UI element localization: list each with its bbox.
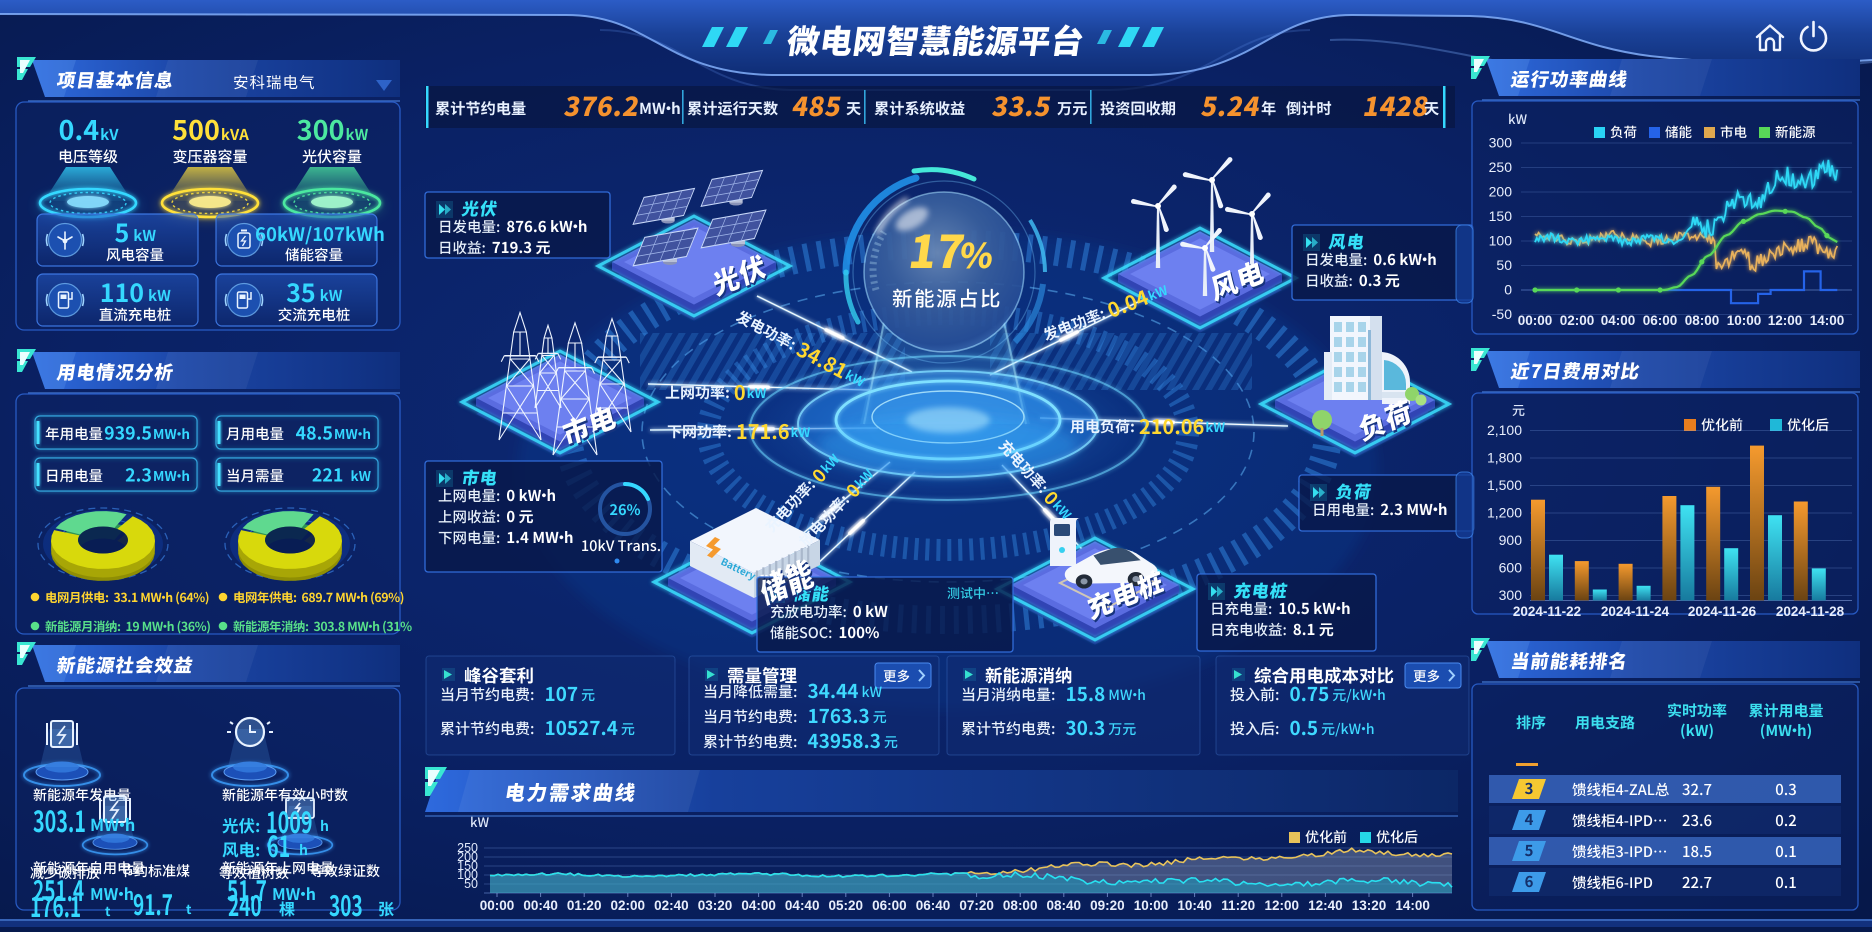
svg-text:06:00: 06:00: [1643, 313, 1678, 328]
svg-text:06:40: 06:40: [916, 898, 951, 913]
svg-text:12:00: 12:00: [1768, 313, 1803, 328]
svg-text:04:00: 04:00: [741, 898, 776, 913]
svg-text:2024-11-28: 2024-11-28: [1776, 604, 1845, 619]
svg-text:100: 100: [1489, 233, 1513, 249]
svg-text:250: 250: [457, 841, 478, 855]
svg-text:00:00: 00:00: [480, 898, 515, 913]
svg-text:14:00: 14:00: [1810, 313, 1845, 328]
svg-text:07:20: 07:20: [959, 898, 994, 913]
svg-text:600: 600: [1499, 560, 1523, 576]
svg-text:150: 150: [457, 859, 478, 873]
svg-text:08:40: 08:40: [1047, 898, 1082, 913]
svg-text:04:40: 04:40: [785, 898, 820, 913]
svg-text:03:20: 03:20: [698, 898, 733, 913]
svg-text:08:00: 08:00: [1685, 313, 1720, 328]
svg-text:2024-11-24: 2024-11-24: [1601, 604, 1670, 619]
svg-text:11:20: 11:20: [1221, 898, 1255, 913]
svg-text:300: 300: [1499, 587, 1523, 603]
svg-text:50: 50: [1496, 257, 1512, 273]
svg-text:14:00: 14:00: [1395, 898, 1430, 913]
svg-text:150: 150: [1489, 208, 1513, 224]
svg-text:12:00: 12:00: [1265, 898, 1300, 913]
svg-text:02:00: 02:00: [611, 898, 646, 913]
svg-text:300: 300: [1489, 135, 1513, 151]
svg-text:10:40: 10:40: [1177, 898, 1212, 913]
svg-text:100: 100: [457, 868, 478, 882]
svg-text:09:20: 09:20: [1090, 898, 1125, 913]
svg-text:01:20: 01:20: [567, 898, 602, 913]
svg-text:200: 200: [1489, 184, 1513, 200]
svg-text:2,100: 2,100: [1487, 422, 1522, 438]
svg-text:02:40: 02:40: [654, 898, 689, 913]
svg-text:1,800: 1,800: [1487, 450, 1522, 466]
svg-text:0: 0: [1504, 282, 1512, 298]
svg-text:00:00: 00:00: [1518, 313, 1553, 328]
svg-text:04:00: 04:00: [1601, 313, 1636, 328]
svg-text:1,200: 1,200: [1487, 505, 1522, 521]
svg-text:-50: -50: [1492, 306, 1512, 322]
svg-text:2024-11-26: 2024-11-26: [1688, 604, 1757, 619]
svg-text:13:20: 13:20: [1352, 898, 1387, 913]
svg-text:900: 900: [1499, 532, 1523, 548]
svg-text:08:00: 08:00: [1003, 898, 1038, 913]
svg-text:1,500: 1,500: [1487, 477, 1522, 493]
svg-text:06:00: 06:00: [872, 898, 907, 913]
svg-text:50: 50: [464, 877, 478, 891]
svg-text:12:40: 12:40: [1308, 898, 1343, 913]
svg-text:05:20: 05:20: [829, 898, 864, 913]
svg-text:200: 200: [457, 850, 478, 864]
svg-text:10:00: 10:00: [1727, 313, 1762, 328]
svg-text:2024-11-22: 2024-11-22: [1513, 604, 1581, 619]
svg-text:02:00: 02:00: [1560, 313, 1595, 328]
svg-text:250: 250: [1489, 159, 1513, 175]
svg-text:00:40: 00:40: [523, 898, 558, 913]
svg-text:10:00: 10:00: [1134, 898, 1169, 913]
